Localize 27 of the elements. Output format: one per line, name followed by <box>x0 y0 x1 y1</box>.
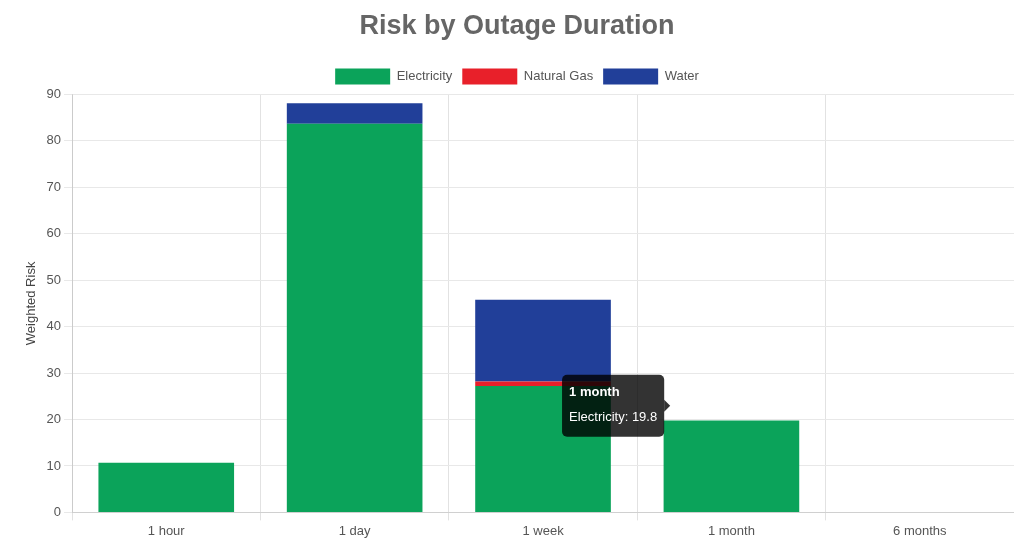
y-tick-label: 0 <box>53 503 62 519</box>
y-tick-label: 60 <box>46 225 62 241</box>
x-tick-label: 1 month <box>707 522 755 538</box>
y-tick-label: 90 <box>46 85 62 101</box>
y-tick-label: 80 <box>46 132 62 148</box>
x-tick-label: 1 week <box>522 522 565 538</box>
y-tick-label: 50 <box>46 271 62 287</box>
y-tick-label: 40 <box>46 318 62 334</box>
bar <box>98 462 235 512</box>
legend-label: Natural Gas <box>523 67 594 83</box>
y-tick-label: 70 <box>46 178 62 194</box>
bar <box>286 103 423 124</box>
legend-label: Electricity <box>396 67 453 83</box>
bar <box>475 299 611 382</box>
y-tick-label: 30 <box>46 364 62 380</box>
bar <box>286 123 423 512</box>
x-tick-label: 1 hour <box>147 522 186 538</box>
chart-title: Risk by Outage Duration <box>359 9 675 40</box>
annotation: 1 month <box>569 384 620 400</box>
bar <box>663 420 800 512</box>
legend-label: Water <box>664 67 700 83</box>
annotation: Electricity: 19.8 <box>569 409 658 425</box>
x-tick-label: 6 months <box>893 522 948 538</box>
y-axis-title: Weighted Risk <box>23 261 39 346</box>
x-tick-label: 1 day <box>338 522 372 538</box>
y-tick-label: 20 <box>46 411 62 427</box>
y-tick-label: 10 <box>46 457 62 473</box>
